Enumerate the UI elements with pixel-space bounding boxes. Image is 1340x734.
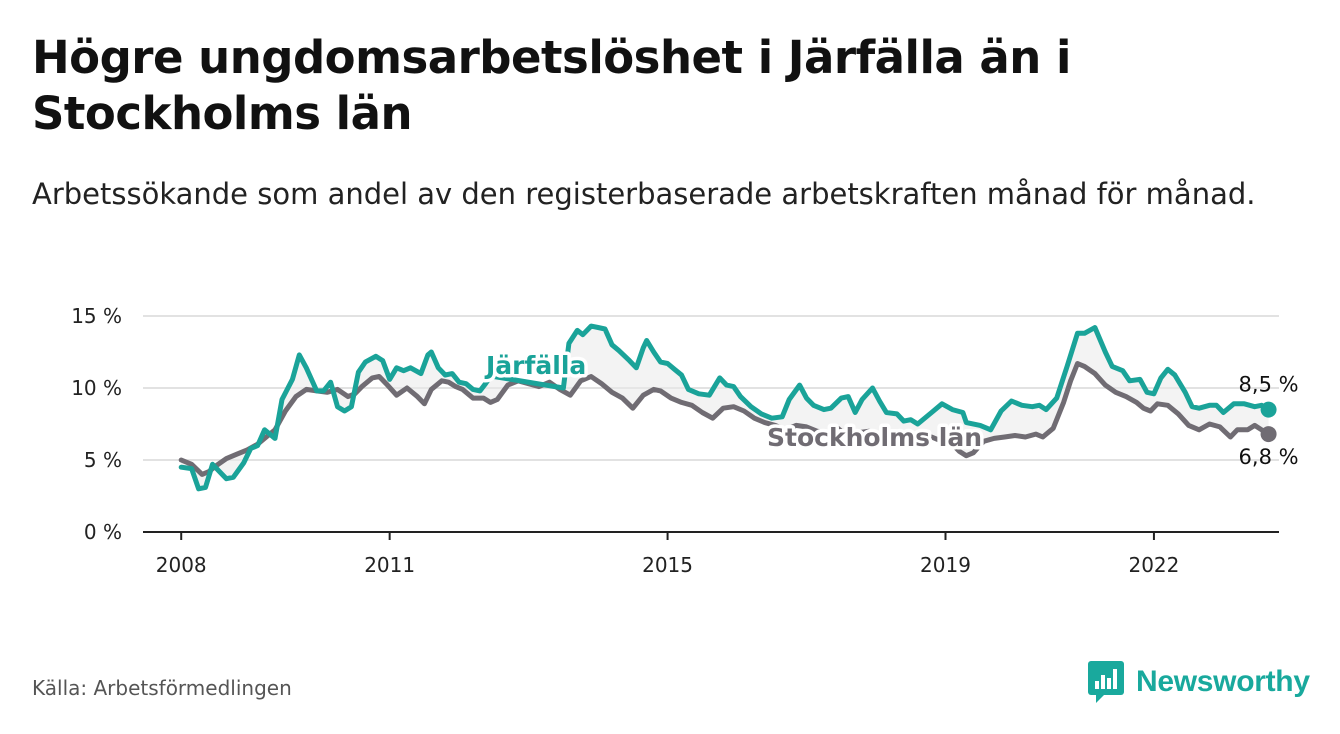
series-line-stockholms-lan	[178, 361, 1272, 477]
series-line-jarfalla	[178, 323, 1272, 492]
x-tick-label: 2015	[642, 553, 693, 577]
series-label-jarfalla: Järfälla	[484, 351, 586, 380]
end-value-label-stockholms-lan: 6,8 %	[1239, 445, 1299, 469]
brand-name: Newsworthy	[1136, 665, 1310, 698]
end-point-jarfalla	[1260, 401, 1277, 418]
newsworthy-logo: Newsworthy	[1088, 660, 1310, 704]
grid-lines	[143, 315, 1279, 533]
y-tick-label: 5 %	[84, 448, 122, 472]
y-axis-ticks: 0 % 5 % 10 % 15 %	[71, 304, 122, 544]
x-axis-ticks: 2008 2011 2015 2019 2022	[156, 532, 1179, 577]
y-tick-label: 10 %	[71, 376, 122, 400]
end-point-stockholms-lan	[1260, 426, 1277, 443]
y-tick-label: 15 %	[71, 304, 122, 328]
series-label-stockholms-lan: Stockholms län	[767, 423, 982, 452]
x-tick-label: 2019	[920, 553, 971, 577]
y-tick-label: 0 %	[84, 520, 122, 544]
newsworthy-logo-icon	[1088, 661, 1124, 703]
chart-title: Högre ungdomsarbetslöshet i Järfälla än …	[32, 31, 1071, 140]
source-note: Källa: Arbetsförmedlingen	[32, 676, 292, 700]
x-tick-label: 2011	[364, 553, 415, 577]
end-value-label-jarfalla: 8,5 %	[1239, 373, 1299, 397]
chart-subtitle: Arbetssökande som andel av den registerb…	[32, 177, 1256, 211]
x-tick-label: 2008	[156, 553, 207, 577]
x-tick-label: 2022	[1128, 553, 1179, 577]
